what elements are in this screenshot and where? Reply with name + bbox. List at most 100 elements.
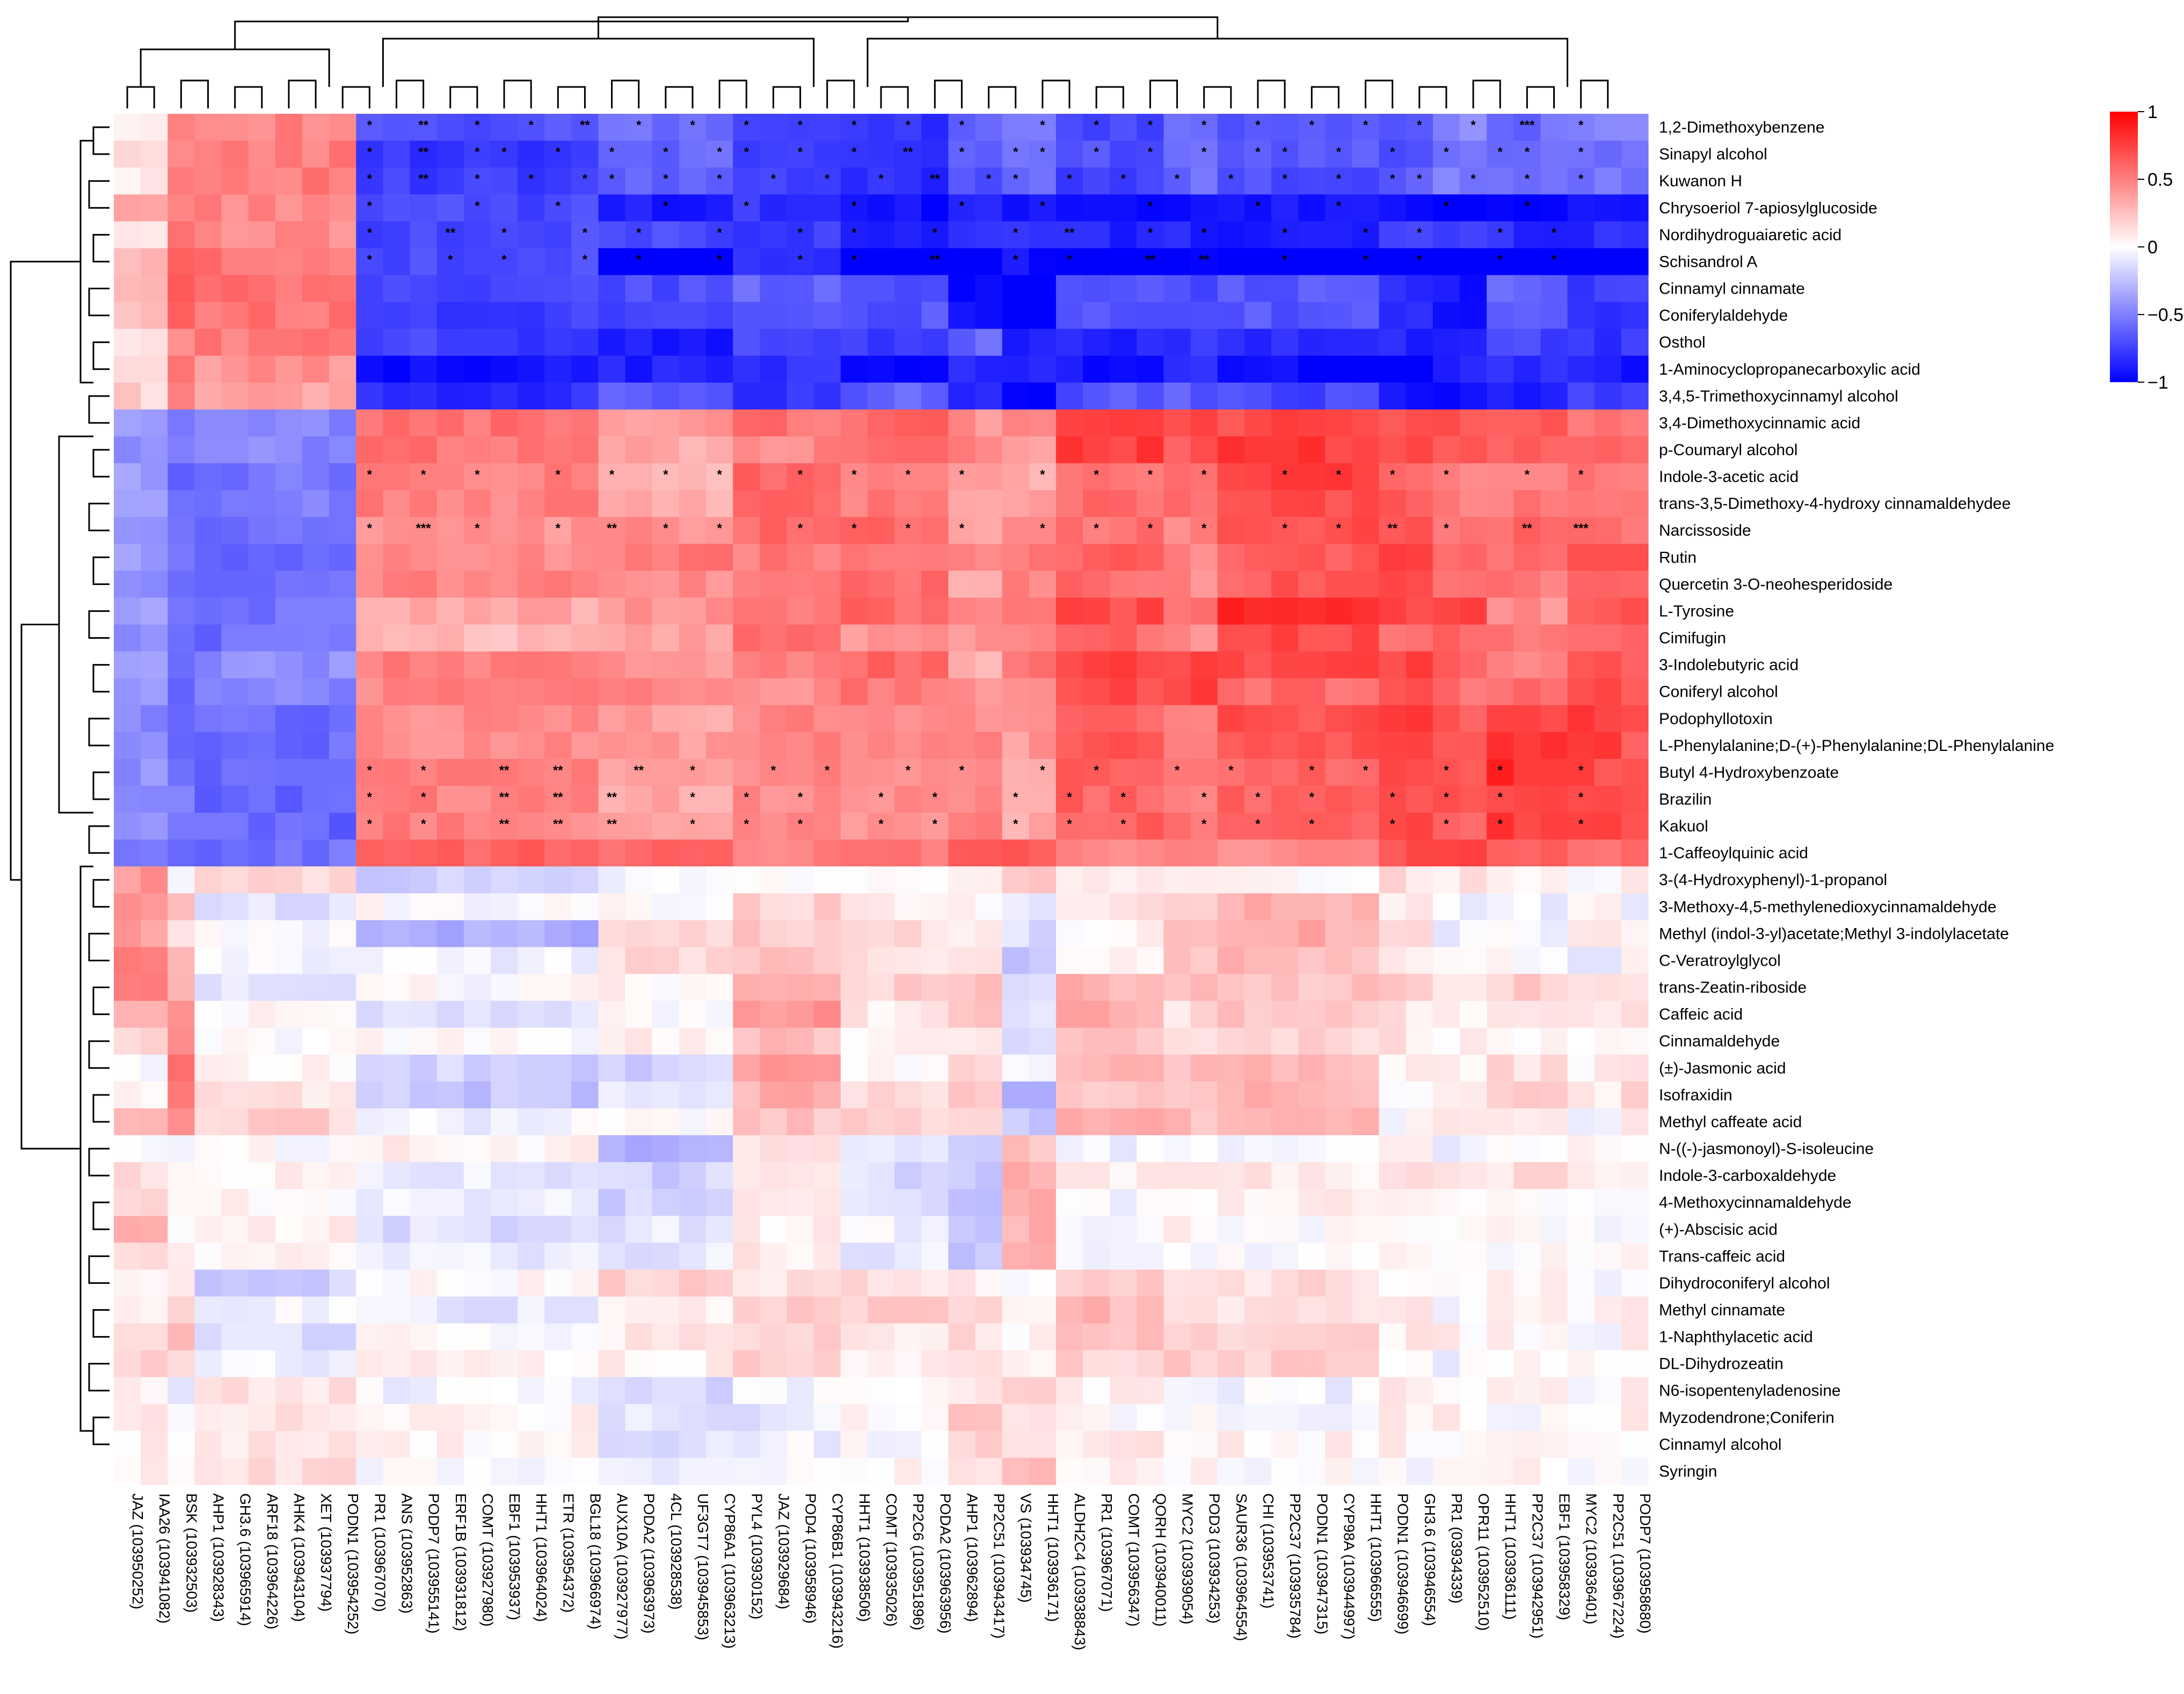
heatmap-cell — [921, 624, 949, 652]
heatmap-cell — [1621, 141, 1649, 168]
heatmap-cell — [1325, 785, 1353, 813]
heatmap-cell — [1594, 141, 1622, 168]
heatmap-cell — [1379, 866, 1407, 894]
heatmap-cell — [544, 517, 572, 544]
significance-mark: * — [851, 468, 857, 482]
heatmap-cell — [329, 490, 356, 517]
heatmap-cell — [248, 1054, 276, 1082]
heatmap-cell — [598, 167, 626, 195]
row-label: Coniferylaldehyde — [1659, 307, 1788, 325]
heatmap-cell — [1513, 517, 1541, 544]
heatmap-cell — [1352, 302, 1380, 330]
heatmap-cell — [1432, 355, 1460, 383]
heatmap-cell — [1055, 1243, 1083, 1270]
row-label: Isofraxidin — [1659, 1086, 1732, 1104]
heatmap-cell — [1055, 382, 1083, 410]
heatmap-cell — [490, 1377, 518, 1405]
heatmap-cell — [625, 302, 653, 330]
heatmap-cell — [1163, 114, 1191, 141]
significance-mark: * — [1444, 145, 1449, 159]
heatmap-cell — [518, 597, 545, 625]
significance-mark: * — [1148, 199, 1153, 213]
heatmap-cell — [921, 544, 949, 571]
heatmap-cell — [518, 328, 545, 356]
heatmap-cell — [329, 1108, 356, 1136]
significance-mark: * — [744, 145, 749, 159]
heatmap-cell — [1594, 1404, 1622, 1432]
heatmap-cell — [1163, 1135, 1191, 1163]
heatmap-cell — [356, 436, 383, 464]
heatmap-cell — [356, 1135, 383, 1163]
heatmap-cell — [760, 758, 788, 786]
heatmap-cell — [1298, 920, 1326, 948]
heatmap-cell — [275, 409, 303, 437]
heatmap-cell — [867, 1457, 895, 1485]
heatmap-cell — [1594, 490, 1622, 517]
heatmap-cell — [1298, 248, 1326, 276]
heatmap-cell — [625, 1162, 653, 1189]
significance-mark: * — [421, 468, 426, 482]
heatmap-cell — [275, 490, 303, 517]
heatmap-cell — [114, 893, 141, 921]
heatmap-cell — [921, 275, 949, 303]
heatmap-cell — [1163, 758, 1191, 786]
heatmap-cell — [1379, 167, 1407, 195]
heatmap-cell — [1137, 571, 1164, 598]
heatmap-cell — [706, 947, 733, 975]
heatmap-cell — [1055, 141, 1083, 168]
heatmap-cell — [921, 409, 949, 437]
column-label: 4CL (103928538) — [668, 1493, 685, 1610]
heatmap-cell — [706, 463, 733, 491]
heatmap-cell — [1137, 974, 1164, 1002]
row-label: Methyl (indol-3-yl)acetate;Methyl 3-indo… — [1659, 925, 2009, 943]
heatmap-cell — [544, 1108, 572, 1136]
significance-mark: * — [367, 225, 373, 240]
heatmap-cell — [813, 141, 841, 168]
heatmap-cell — [625, 571, 653, 598]
heatmap-cell — [840, 1243, 868, 1270]
significance-mark: * — [636, 252, 642, 267]
heatmap-cell — [760, 1296, 788, 1324]
significance-mark: * — [609, 172, 615, 186]
heatmap-cell — [1055, 1108, 1083, 1136]
heatmap-cell — [194, 1457, 222, 1485]
heatmap-cell — [1217, 1135, 1245, 1163]
heatmap-cell — [518, 1404, 545, 1432]
heatmap-cell — [1217, 1081, 1245, 1109]
heatmap-cell — [518, 1162, 545, 1189]
heatmap-cell — [1055, 1189, 1083, 1216]
heatmap-cell — [867, 167, 895, 195]
heatmap-cell — [490, 1162, 518, 1189]
heatmap-cell — [625, 974, 653, 1002]
heatmap-cell — [275, 1404, 303, 1432]
heatmap-cell — [1137, 624, 1164, 652]
heatmap-cell — [1271, 409, 1299, 437]
heatmap-cell — [760, 114, 788, 141]
heatmap-cell — [760, 597, 788, 625]
heatmap-cell — [1298, 1296, 1326, 1324]
heatmap-cell — [1110, 1054, 1137, 1082]
heatmap-cell — [1513, 1081, 1541, 1109]
heatmap-cell — [329, 1081, 356, 1109]
significance-mark: * — [1148, 468, 1153, 482]
heatmap-cell — [733, 1162, 760, 1189]
heatmap-cell — [1325, 1162, 1353, 1189]
heatmap-cell — [625, 1457, 653, 1485]
heatmap-cell — [598, 1108, 626, 1136]
heatmap-cell — [679, 920, 707, 948]
heatmap-cell — [921, 1350, 949, 1378]
significance-mark: * — [798, 521, 803, 536]
heatmap-cell — [329, 785, 356, 813]
heatmap-cell — [1406, 839, 1433, 867]
significance-mark: * — [1067, 172, 1072, 186]
row-label: Brazilin — [1659, 791, 1712, 808]
heatmap-cell — [652, 1323, 680, 1351]
heatmap-cell — [733, 1108, 760, 1136]
heatmap-cell — [948, 1296, 976, 1324]
heatmap-cell — [463, 624, 491, 652]
heatmap-cell — [436, 544, 464, 571]
heatmap-cell — [1029, 302, 1057, 330]
heatmap-cell — [760, 355, 788, 383]
heatmap-cell — [490, 1404, 518, 1432]
heatmap-cell — [275, 1296, 303, 1324]
